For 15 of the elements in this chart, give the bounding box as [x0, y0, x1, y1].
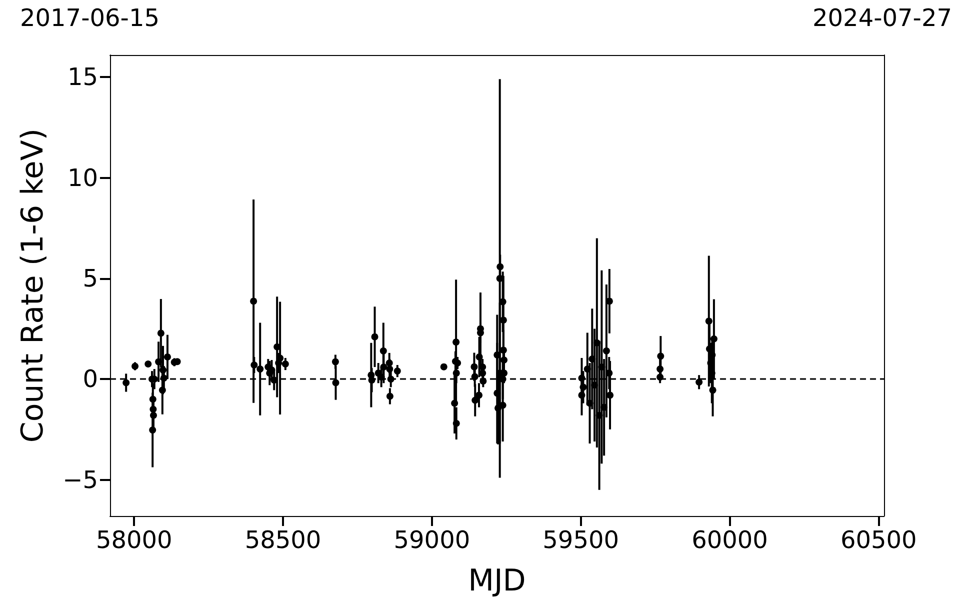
x-tick-label: 60500: [840, 526, 917, 554]
y-tick-label: 0: [82, 365, 98, 394]
y-tick-label: 10: [67, 164, 98, 192]
text: 2024-07-27: [812, 4, 952, 32]
x-tick-label: 59000: [394, 526, 470, 554]
x-axis-title: MJD: [468, 564, 526, 598]
y-axis-title: Count Rate (1-6 keV): [16, 128, 50, 443]
y-tick-label: 5: [82, 264, 98, 292]
x-tick-label: 58000: [96, 526, 172, 554]
y-tick-label: 15: [67, 63, 98, 92]
x-tick-label: 58500: [244, 526, 322, 554]
text: 2017-06-15: [20, 4, 160, 32]
x-tick-label: 59500: [542, 526, 620, 554]
x-tick-label: 60000: [692, 526, 768, 554]
y-tick-label: −5: [62, 466, 98, 494]
